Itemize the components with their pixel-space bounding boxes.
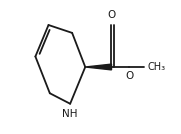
- Polygon shape: [85, 64, 111, 70]
- Text: O: O: [125, 70, 133, 81]
- Text: NH: NH: [62, 109, 78, 119]
- Text: O: O: [107, 10, 116, 20]
- Text: CH₃: CH₃: [148, 62, 166, 72]
